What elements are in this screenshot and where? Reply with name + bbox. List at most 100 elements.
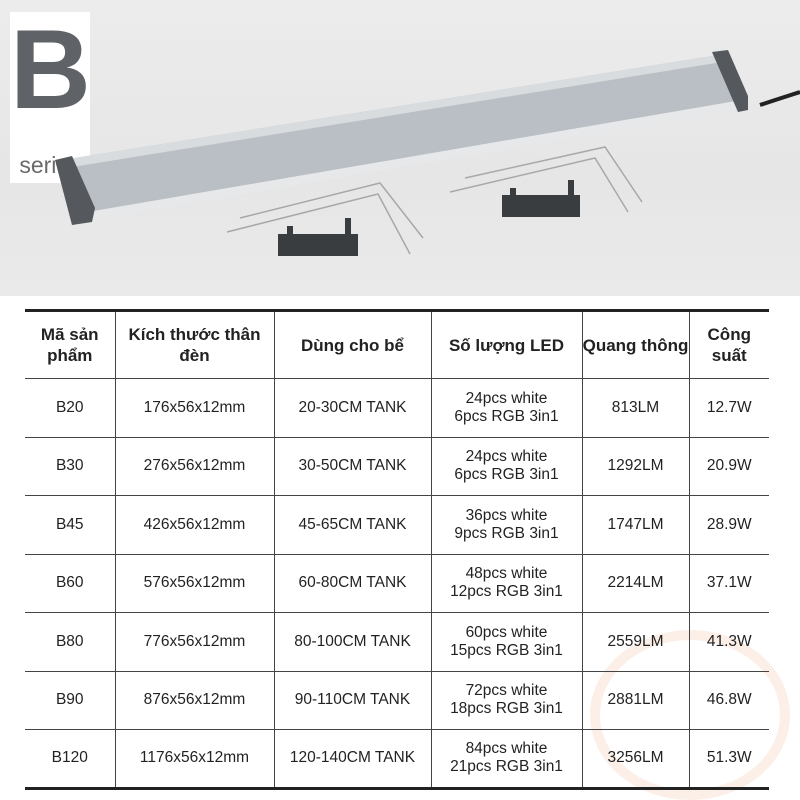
cell-lumens-text: 1292LM xyxy=(607,457,664,475)
cell-led-text: 60pcs white xyxy=(465,623,548,641)
cell-tank-text: 90-110CM TANK xyxy=(294,691,411,709)
table-header-row: Mã sản phẩm Kích thước thân đèn Dùng cho… xyxy=(25,310,769,379)
cell-tank-text: 30-50CM TANK xyxy=(298,457,407,475)
table-row: B20 176x56x12mm 20-30CM TANK 24pcs white 6pc… xyxy=(25,378,769,438)
cell-lumens: 2214LM xyxy=(581,553,690,613)
cell-lumens-text: 2559LM xyxy=(607,632,664,650)
cell-size-text: 426x56x12mm xyxy=(143,515,246,533)
cell-led-text: 84pcs white xyxy=(465,740,548,758)
table-row: B45 426x56x12mm 45-65CM TANK 36pcs white 9pc… xyxy=(25,495,769,555)
cell-tank-text: 120-140CM TANK xyxy=(289,749,416,767)
header-tank-size: Dùng cho bể xyxy=(273,310,432,379)
cell-led-text: 24pcs white xyxy=(465,448,548,466)
cell-tank: 120-140CM TANK xyxy=(273,729,432,789)
cell-led-text: 18pcs RGB 3in1 xyxy=(450,700,563,718)
cell-power: 28.9W xyxy=(688,495,769,555)
cell-model-text: B80 xyxy=(55,632,84,650)
cell-model-text: B90 xyxy=(55,691,84,709)
cell-model-text: B120 xyxy=(51,749,88,767)
header-power: Công suất xyxy=(688,310,769,379)
cell-power-text: 20.9W xyxy=(706,457,752,475)
cell-led-text: 21pcs RGB 3in1 xyxy=(450,758,563,776)
cell-model: B120 xyxy=(25,729,116,789)
cell-model-text: B30 xyxy=(55,457,84,475)
cell-led: 72pcs white 18pcs RGB 3in1 xyxy=(430,670,583,730)
cell-model: B80 xyxy=(25,612,116,672)
cell-lumens-text: 2214LM xyxy=(607,574,664,592)
cell-led-text: 12pcs RGB 3in1 xyxy=(450,583,563,601)
cell-tank: 45-65CM TANK xyxy=(273,495,432,555)
cell-lumens: 1292LM xyxy=(581,436,690,496)
cell-led: 84pcs white 21pcs RGB 3in1 xyxy=(430,729,583,789)
cell-model: B90 xyxy=(25,670,116,730)
cell-power: 41.3W xyxy=(688,612,769,672)
led-light-bar-illustration xyxy=(55,50,800,256)
cell-size-text: 176x56x12mm xyxy=(143,398,246,416)
cell-size-text: 876x56x12mm xyxy=(143,691,246,709)
cell-led-text: 6pcs RGB 3in1 xyxy=(454,466,559,484)
cell-led: 60pcs white 15pcs RGB 3in1 xyxy=(430,612,583,672)
cell-tank-text: 60-80CM TANK xyxy=(298,574,407,592)
cell-model: B30 xyxy=(25,436,116,496)
cell-model-text: B20 xyxy=(55,398,84,416)
cell-size-text: 576x56x12mm xyxy=(143,574,246,592)
cell-lumens-text: 1747LM xyxy=(607,515,664,533)
cell-tank: 60-80CM TANK xyxy=(273,553,432,613)
cell-led: 36pcs white 9pcs RGB 3in1 xyxy=(430,495,583,555)
spec-table: Mã sản phẩm Kích thước thân đèn Dùng cho… xyxy=(25,309,769,790)
cell-model: B20 xyxy=(25,378,116,438)
cell-size: 776x56x12mm xyxy=(114,612,275,672)
cell-power: 46.8W xyxy=(688,670,769,730)
cell-tank-text: 80-100CM TANK xyxy=(294,632,411,650)
cell-power-text: 46.8W xyxy=(706,691,752,709)
cell-led-text: 15pcs RGB 3in1 xyxy=(450,641,563,659)
cell-model: B45 xyxy=(25,495,116,555)
cell-tank-text: 45-65CM TANK xyxy=(298,515,407,533)
table-row: B60 576x56x12mm 60-80CM TANK 48pcs white 12p… xyxy=(25,553,769,613)
cell-size: 576x56x12mm xyxy=(114,553,275,613)
series-badge: B series xyxy=(10,7,91,183)
cell-power-text: 51.3W xyxy=(706,749,752,767)
cell-size: 876x56x12mm xyxy=(114,670,275,730)
series-letter: B xyxy=(10,7,91,132)
cell-lumens: 2559LM xyxy=(581,612,690,672)
cell-tank: 20-30CM TANK xyxy=(273,378,432,438)
cell-power: 37.1W xyxy=(688,553,769,613)
cell-tank-text: 20-30CM TANK xyxy=(298,398,407,416)
cell-size: 176x56x12mm xyxy=(114,378,275,438)
cell-led-text: 72pcs white xyxy=(465,682,548,700)
cell-tank: 90-110CM TANK xyxy=(273,670,432,730)
header-lumens: Quang thông xyxy=(581,310,690,379)
cell-lumens-text: 2881LM xyxy=(607,691,664,709)
cell-led: 48pcs white 12pcs RGB 3in1 xyxy=(430,553,583,613)
cell-size-text: 276x56x12mm xyxy=(143,457,246,475)
cell-led-text: 48pcs white xyxy=(465,565,548,583)
cell-model-text: B60 xyxy=(55,574,84,592)
cell-lumens: 813LM xyxy=(581,378,690,438)
cell-model-text: B45 xyxy=(55,515,84,533)
cell-lumens: 2881LM xyxy=(581,670,690,730)
cell-power: 12.7W xyxy=(688,378,769,438)
header-led-count: Số lượng LED xyxy=(430,310,583,379)
cell-power-text: 37.1W xyxy=(706,574,752,592)
cell-power-text: 12.7W xyxy=(706,398,752,416)
cell-lumens-text: 3256LM xyxy=(607,749,664,767)
cell-lumens-text: 813LM xyxy=(611,398,660,416)
cell-led: 24pcs white 6pcs RGB 3in1 xyxy=(430,378,583,438)
cell-lumens: 1747LM xyxy=(581,495,690,555)
cell-lumens: 3256LM xyxy=(581,729,690,789)
header-body-size: Kích thước thân đèn xyxy=(114,310,275,379)
cell-power-text: 41.3W xyxy=(706,632,752,650)
cell-power: 51.3W xyxy=(688,729,769,789)
cell-size-text: 1176x56x12mm xyxy=(139,749,250,767)
cell-tank: 30-50CM TANK xyxy=(273,436,432,496)
cell-led-text: 9pcs RGB 3in1 xyxy=(454,524,559,542)
cell-power: 20.9W xyxy=(688,436,769,496)
cell-size: 426x56x12mm xyxy=(114,495,275,555)
cell-led-text: 24pcs white xyxy=(465,389,548,407)
cell-power-text: 28.9W xyxy=(706,515,752,533)
product-photo: B series xyxy=(0,0,800,296)
table-row: B90 876x56x12mm 90-110CM TANK 72pcs white 18… xyxy=(25,670,769,730)
table-row: B30 276x56x12mm 30-50CM TANK 24pcs white 6pc… xyxy=(25,436,769,496)
table-row: B80 776x56x12mm 80-100CM TANK 60pcs white 15… xyxy=(25,612,769,672)
